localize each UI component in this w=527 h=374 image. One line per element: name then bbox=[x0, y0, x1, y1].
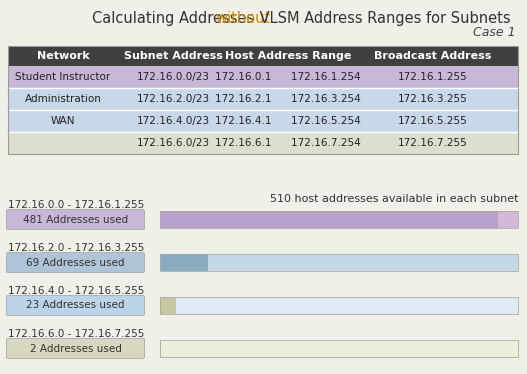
Text: Student Instructor: Student Instructor bbox=[15, 72, 111, 82]
Text: without: without bbox=[216, 10, 271, 25]
Text: 172.16.5.255: 172.16.5.255 bbox=[398, 116, 468, 126]
Text: 172.16.4.1      172.16.5.254: 172.16.4.1 172.16.5.254 bbox=[215, 116, 361, 126]
Text: 172.16.7.255: 172.16.7.255 bbox=[398, 138, 468, 148]
Text: 510 host addresses available in each subnet: 510 host addresses available in each sub… bbox=[269, 194, 518, 204]
Text: 172.16.2.1      172.16.3.254: 172.16.2.1 172.16.3.254 bbox=[215, 94, 361, 104]
Bar bbox=[160, 340, 518, 357]
FancyBboxPatch shape bbox=[6, 338, 144, 359]
Text: 172.16.1.255: 172.16.1.255 bbox=[398, 72, 468, 82]
Text: VLSM Address Ranges for Subnets: VLSM Address Ranges for Subnets bbox=[255, 10, 511, 25]
Bar bbox=[160, 297, 518, 314]
Bar bbox=[160, 254, 518, 271]
Text: 481 Addresses used: 481 Addresses used bbox=[23, 215, 128, 224]
Text: 172.16.2.0 - 172.16.3.255: 172.16.2.0 - 172.16.3.255 bbox=[8, 243, 144, 253]
Bar bbox=[8, 110, 518, 132]
Text: 172.16.6.0 - 172.16.7.255: 172.16.6.0 - 172.16.7.255 bbox=[8, 329, 144, 339]
Bar bbox=[160, 211, 518, 228]
Bar bbox=[8, 88, 518, 110]
Text: 172.16.2.0/23: 172.16.2.0/23 bbox=[136, 94, 210, 104]
Text: Host Address Range: Host Address Range bbox=[225, 51, 351, 61]
Text: 23 Addresses used: 23 Addresses used bbox=[26, 300, 125, 310]
Text: 172.16.3.255: 172.16.3.255 bbox=[398, 94, 468, 104]
Text: 172.16.0.1      172.16.1.254: 172.16.0.1 172.16.1.254 bbox=[215, 72, 361, 82]
Text: Subnet Address: Subnet Address bbox=[123, 51, 222, 61]
Text: WAN: WAN bbox=[51, 116, 75, 126]
Bar bbox=[160, 211, 497, 228]
Text: Case 1: Case 1 bbox=[473, 25, 516, 39]
Text: 172.16.4.0 - 172.16.5.255: 172.16.4.0 - 172.16.5.255 bbox=[8, 286, 144, 296]
Text: 172.16.6.1      172.16.7.254: 172.16.6.1 172.16.7.254 bbox=[215, 138, 361, 148]
Text: Calculating Addresses: Calculating Addresses bbox=[92, 10, 259, 25]
FancyBboxPatch shape bbox=[6, 252, 144, 273]
Text: 172.16.4.0/23: 172.16.4.0/23 bbox=[136, 116, 210, 126]
Text: 172.16.6.0/23: 172.16.6.0/23 bbox=[136, 138, 210, 148]
Bar bbox=[161, 340, 518, 357]
Bar bbox=[160, 340, 161, 357]
Bar bbox=[160, 254, 209, 271]
Bar bbox=[160, 297, 176, 314]
Text: Broadcast Address: Broadcast Address bbox=[374, 51, 492, 61]
Text: Network: Network bbox=[36, 51, 90, 61]
Text: 172.16.0.0 - 172.16.1.255: 172.16.0.0 - 172.16.1.255 bbox=[8, 200, 144, 210]
Bar bbox=[8, 132, 518, 154]
FancyBboxPatch shape bbox=[6, 209, 144, 230]
Text: Administration: Administration bbox=[25, 94, 101, 104]
FancyBboxPatch shape bbox=[6, 295, 144, 316]
Bar bbox=[176, 297, 518, 314]
Bar bbox=[8, 46, 518, 154]
Bar bbox=[8, 46, 518, 66]
Text: 2 Addresses used: 2 Addresses used bbox=[30, 343, 121, 353]
Bar bbox=[209, 254, 518, 271]
Bar bbox=[8, 66, 518, 88]
Bar bbox=[497, 211, 518, 228]
Text: 69 Addresses used: 69 Addresses used bbox=[26, 258, 125, 267]
Text: 172.16.0.0/23: 172.16.0.0/23 bbox=[136, 72, 210, 82]
